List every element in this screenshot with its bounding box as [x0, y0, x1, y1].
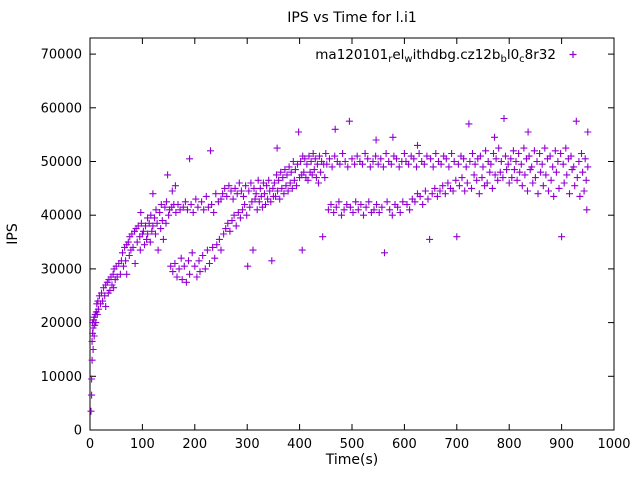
x-tick-label: 700 — [444, 437, 469, 452]
chart-title: IPS vs Time for l.i1 — [287, 10, 417, 26]
legend-marker-icon — [569, 51, 577, 58]
y-tick-label: 0 — [74, 424, 82, 439]
y-tick-label: 20000 — [41, 316, 82, 331]
x-tick-label: 900 — [549, 437, 574, 452]
y-axis-label: IPS — [5, 223, 21, 245]
scatter-points — [87, 115, 592, 415]
legend-label: ma120101relwithdbg.cz12bbl0c8r32 — [315, 47, 556, 65]
x-tick-label: 1000 — [597, 437, 630, 452]
x-tick-label: 600 — [392, 437, 417, 452]
y-tick-label: 70000 — [41, 48, 82, 63]
y-tick-label: 40000 — [41, 209, 82, 224]
legend: ma120101relwithdbg.cz12bbl0c8r32 — [315, 47, 577, 65]
plot-border — [89, 37, 615, 431]
data-points — [87, 115, 592, 415]
x-tick-label: 500 — [340, 437, 365, 452]
axes: 0 100 200 300 400 500 600 700 800 900 100001000020… — [41, 37, 631, 452]
x-tick-label: 400 — [287, 437, 312, 452]
x-tick-label: 0 — [86, 437, 94, 452]
y-tick-label: 50000 — [41, 155, 82, 170]
y-tick-label: 10000 — [41, 370, 82, 385]
y-tick-label: 30000 — [41, 262, 82, 277]
y-tick-label: 60000 — [41, 101, 82, 116]
x-tick-label: 200 — [182, 437, 207, 452]
x-tick-label: 300 — [235, 437, 260, 452]
x-axis-label: Time(s) — [325, 452, 378, 468]
x-tick-label: 100 — [130, 437, 155, 452]
x-tick-label: 800 — [497, 437, 522, 452]
